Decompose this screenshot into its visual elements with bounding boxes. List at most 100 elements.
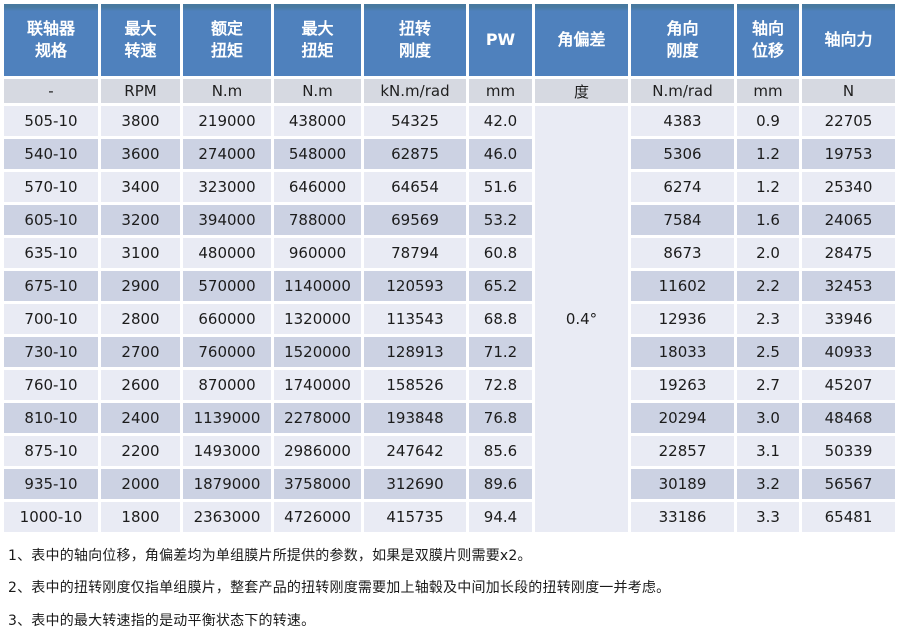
unit-axial-force: N [802,79,895,103]
table-cell: 78794 [364,238,466,268]
table-cell: 2000 [101,469,180,499]
table-cell: 113543 [364,304,466,334]
table-cell: 1.2 [737,172,799,202]
table-cell: 312690 [364,469,466,499]
table-cell: 33186 [631,502,734,532]
table-cell: 2900 [101,271,180,301]
unit-rated-torque: N.m [183,79,271,103]
table-cell: 0.9 [737,106,799,136]
table-cell: 2.0 [737,238,799,268]
table-cell: 2.7 [737,370,799,400]
table-cell: 85.6 [469,436,532,466]
units-row: - RPM N.m N.m kN.m/rad mm 度 N.m/rad mm N [4,79,895,103]
table-cell: 33946 [802,304,895,334]
table-cell: 24065 [802,205,895,235]
table-cell: 1879000 [183,469,271,499]
col-header-angular-stiffness: 角向 刚度 [631,4,734,76]
table-row: 505-10 3800 219000 438000 54325 42.0 0.4° 4383 0… [4,106,895,532]
table-cell: 646000 [274,172,361,202]
table-cell: 22857 [631,436,734,466]
table-cell: 1139000 [183,403,271,433]
table-cell: 875-10 [4,436,98,466]
table-cell: 1140000 [274,271,361,301]
col-header-coupling-spec: 联轴器 规格 [4,4,98,76]
table-cell: 62875 [364,139,466,169]
table-cell: 480000 [183,238,271,268]
table-cell: 72.8 [469,370,532,400]
table-cell: 12936 [631,304,734,334]
table-cell: 2.2 [737,271,799,301]
table-cell: 540-10 [4,139,98,169]
footnotes: 1、表中的轴向位移，角偏差均为单组膜片所提供的参数，如果是双膜片则需要x2。 2… [8,546,899,631]
table-cell: 675-10 [4,271,98,301]
table-cell: 5306 [631,139,734,169]
table-cell: 22705 [802,106,895,136]
table-cell: 394000 [183,205,271,235]
footnote-1: 1、表中的轴向位移，角偏差均为单组膜片所提供的参数，如果是双膜片则需要x2。 [8,548,532,564]
table-cell: 69569 [364,205,466,235]
table-cell: 20294 [631,403,734,433]
angular-deviation-merged-cell: 0.4° [535,106,628,532]
table-cell: 54325 [364,106,466,136]
col-header-axial-force: 轴向力 [802,4,895,76]
table-cell: 3758000 [274,469,361,499]
table-cell: 8673 [631,238,734,268]
table-cell: 700-10 [4,304,98,334]
table-cell: 935-10 [4,469,98,499]
table-row: 540-10 3600 274000 548000 62875 46.0 5306 1.2 19… [4,139,895,169]
table-cell: 2986000 [274,436,361,466]
table-cell: 46.0 [469,139,532,169]
table-cell: 68.8 [469,304,532,334]
table-cell: 323000 [183,172,271,202]
table-cell: 19753 [802,139,895,169]
table-cell: 548000 [274,139,361,169]
table-cell: 660000 [183,304,271,334]
table-cell: 193848 [364,403,466,433]
table-cell: 2800 [101,304,180,334]
table-cell: 2400 [101,403,180,433]
table-cell: 60.8 [469,238,532,268]
unit-max-speed: RPM [101,79,180,103]
col-header-pw: PW [469,4,532,76]
table-cell: 760-10 [4,370,98,400]
table-row: 875-10 2200 1493000 2986000 247642 85.6 22857 3… [4,436,895,466]
table-cell: 4383 [631,106,734,136]
table-cell: 1520000 [274,337,361,367]
table-cell: 65.2 [469,271,532,301]
table-cell: 51.6 [469,172,532,202]
table-cell: 3100 [101,238,180,268]
table-cell: 2600 [101,370,180,400]
col-header-rated-torque: 额定 扭矩 [183,4,271,76]
table-cell: 274000 [183,139,271,169]
table-cell: 570-10 [4,172,98,202]
table-row: 935-10 2000 1879000 3758000 312690 89.6 30189 3… [4,469,895,499]
table-cell: 3200 [101,205,180,235]
unit-axial-displacement: mm [737,79,799,103]
table-cell: 2278000 [274,403,361,433]
footnote-3: 3、表中的最大转速指的是动平衡状态下的转速。 [8,612,316,629]
table-cell: 40933 [802,337,895,367]
col-header-axial-displacement: 轴向 位移 [737,4,799,76]
table-cell: 2363000 [183,502,271,532]
table-cell: 64654 [364,172,466,202]
table-row: 700-10 2800 660000 1320000 113543 68.8 12936 2.… [4,304,895,334]
table-cell: 247642 [364,436,466,466]
table-cell: 730-10 [4,337,98,367]
table-cell: 2700 [101,337,180,367]
table-cell: 120593 [364,271,466,301]
table-row: 760-10 2600 870000 1740000 158526 72.8 19263 2.… [4,370,895,400]
table-cell: 48468 [802,403,895,433]
table-cell: 3.2 [737,469,799,499]
table-cell: 53.2 [469,205,532,235]
table-cell: 28475 [802,238,895,268]
table-cell: 760000 [183,337,271,367]
unit-angular-deviation: 度 [535,79,628,103]
table-cell: 1493000 [183,436,271,466]
table-row: 570-10 3400 323000 646000 64654 51.6 6274 1.2 25… [4,172,895,202]
table-cell: 6274 [631,172,734,202]
unit-coupling-spec: - [4,79,98,103]
unit-torsional-stiffness: kN.m/rad [364,79,466,103]
col-header-angular-deviation: 角偏差 [535,4,628,76]
table-cell: 960000 [274,238,361,268]
